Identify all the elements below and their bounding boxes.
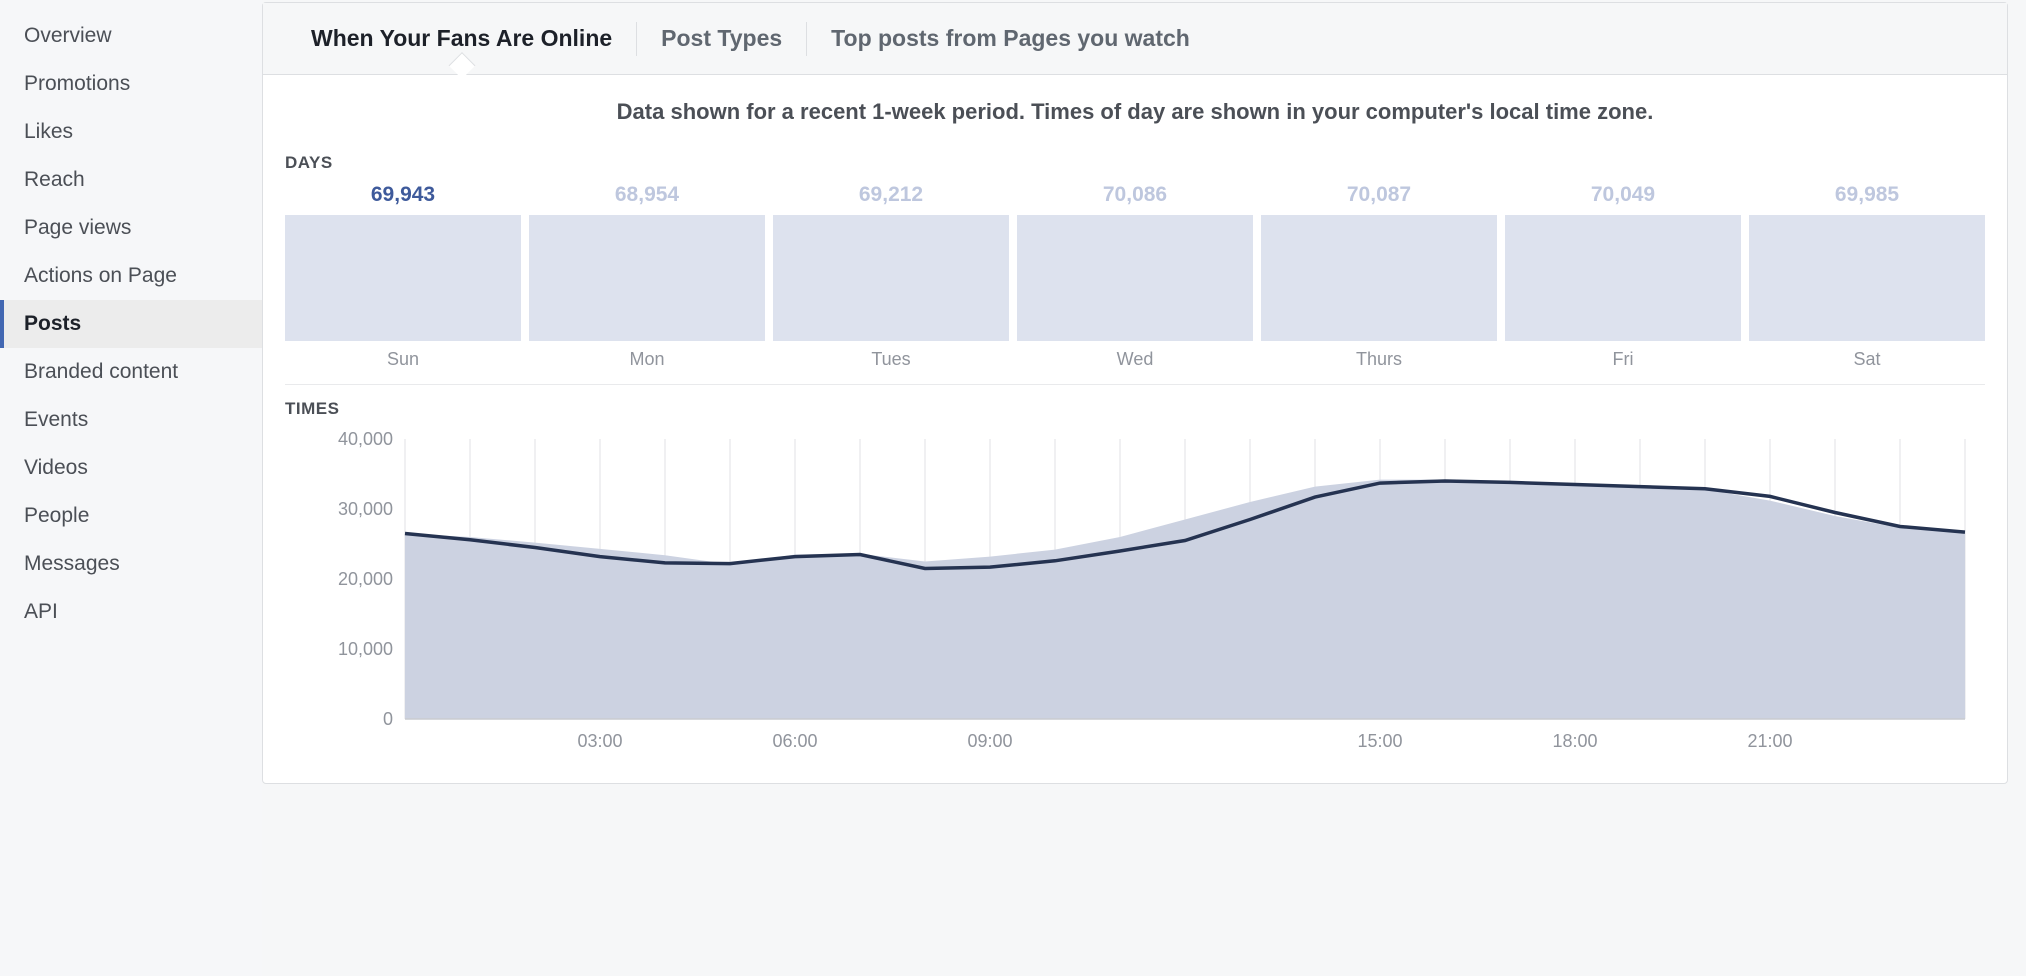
sidebar-item-promotions[interactable]: Promotions [0, 60, 262, 108]
days-grid: 69,943Sun68,954Mon69,212Tues70,086Wed70,… [285, 183, 1985, 370]
times-chart-svg: 0 10,000 20,000 30,000 40,000 03:00 06:00 09:00… [285, 429, 1985, 759]
day-label: Sat [1853, 349, 1880, 370]
svg-text:06:00: 06:00 [772, 731, 817, 751]
day-label: Thurs [1356, 349, 1402, 370]
day-label: Fri [1613, 349, 1634, 370]
day-label: Wed [1117, 349, 1154, 370]
sidebar-item-overview[interactable]: Overview [0, 12, 262, 60]
days-heading: DAYS [285, 153, 1985, 173]
days-section: DAYS 69,943 Sun 68,954 Mon 69,212 Tues 70,086 W… [285, 153, 1985, 385]
sidebar-item-branded-content[interactable]: Branded content [0, 348, 262, 396]
day-bar[interactable] [1017, 215, 1253, 341]
day-column-fri[interactable]: 70,049 Fri [1505, 183, 1741, 370]
svg-text:21:00: 21:00 [1747, 731, 1792, 751]
day-value: 69,212 [859, 183, 923, 207]
day-label: Tues [871, 349, 910, 370]
sidebar-item-posts[interactable]: Posts [0, 300, 262, 348]
times-section: TIMES 0 10,000 20,000 30,000 40,000 03:00 06:0… [285, 399, 1985, 759]
sidebar-item-reach[interactable]: Reach [0, 156, 262, 204]
sidebar-item-likes[interactable]: Likes [0, 108, 262, 156]
data-disclaimer: Data shown for a recent 1-week period. T… [285, 99, 1985, 125]
svg-text:18:00: 18:00 [1552, 731, 1597, 751]
day-bar[interactable] [529, 215, 765, 341]
day-column-tues[interactable]: 69,212 Tues [773, 183, 1009, 370]
day-value: 70,087 [1347, 183, 1411, 207]
svg-text:40,000: 40,000 [338, 429, 393, 449]
day-value: 70,086 [1103, 183, 1167, 207]
svg-text:10,000: 10,000 [338, 639, 393, 659]
main-content: When Your Fans Are OnlinePost TypesTop p… [262, 0, 2026, 976]
day-bar[interactable] [1749, 215, 1985, 341]
day-bar[interactable] [285, 215, 521, 341]
day-column-thurs[interactable]: 70,087 Thurs [1261, 183, 1497, 370]
sidebar: OverviewPromotionsLikesReachPage viewsAc… [0, 0, 262, 976]
times-chart: 0 10,000 20,000 30,000 40,000 03:00 06:00 09:00… [285, 429, 1985, 759]
tab-when-your-fans-are-online[interactable]: When Your Fans Are Online [287, 3, 636, 74]
svg-text:03:00: 03:00 [577, 731, 622, 751]
sidebar-item-messages[interactable]: Messages [0, 540, 262, 588]
times-heading: TIMES [285, 399, 1985, 419]
content-tabs: When Your Fans Are OnlinePost TypesTop p… [263, 3, 2007, 75]
day-column-sat[interactable]: 69,985 Sat [1749, 183, 1985, 370]
tab-post-types[interactable]: Post Types [637, 3, 806, 74]
svg-text:0: 0 [383, 709, 393, 729]
day-label: Mon [629, 349, 664, 370]
day-column-sun[interactable]: 69,943 Sun [285, 183, 521, 370]
sidebar-item-page-views[interactable]: Page views [0, 204, 262, 252]
day-bar[interactable] [773, 215, 1009, 341]
day-value: 69,985 [1835, 183, 1899, 207]
day-column-mon[interactable]: 68,954 Mon [529, 183, 765, 370]
day-label: Sun [387, 349, 419, 370]
sidebar-item-actions-on-page[interactable]: Actions on Page [0, 252, 262, 300]
svg-text:09:00: 09:00 [967, 731, 1012, 751]
day-bar[interactable] [1261, 215, 1497, 341]
sidebar-item-api[interactable]: API [0, 588, 262, 636]
sidebar-item-people[interactable]: People [0, 492, 262, 540]
tab-content: Data shown for a recent 1-week period. T… [263, 75, 2007, 783]
insights-panel: When Your Fans Are OnlinePost TypesTop p… [262, 2, 2008, 784]
sidebar-item-events[interactable]: Events [0, 396, 262, 444]
svg-text:15:00: 15:00 [1357, 731, 1402, 751]
tab-top-posts-from-pages-you-watch[interactable]: Top posts from Pages you watch [807, 3, 1214, 74]
day-bar[interactable] [1505, 215, 1741, 341]
day-value: 70,049 [1591, 183, 1655, 207]
day-value: 68,954 [615, 183, 679, 207]
day-column-wed[interactable]: 70,086 Wed [1017, 183, 1253, 370]
sidebar-item-videos[interactable]: Videos [0, 444, 262, 492]
svg-text:20,000: 20,000 [338, 569, 393, 589]
day-value: 69,943 [371, 183, 435, 207]
svg-text:30,000: 30,000 [338, 499, 393, 519]
